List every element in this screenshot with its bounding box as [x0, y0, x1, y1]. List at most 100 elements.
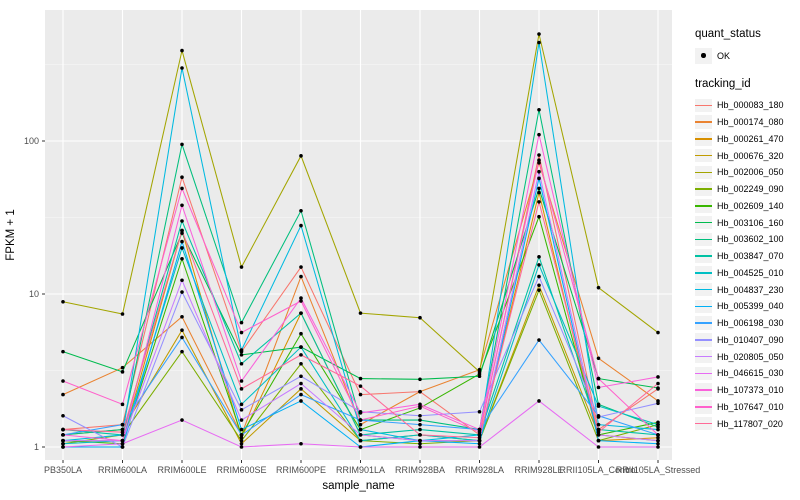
data-point: [180, 231, 184, 235]
line-swatch-icon: [695, 205, 712, 207]
data-point: [180, 335, 184, 340]
data-point: [239, 418, 244, 422]
legend-key-box: [695, 349, 712, 364]
legend-item-Hb_004525_010: Hb_004525_010: [695, 265, 799, 282]
data-point: [358, 433, 363, 437]
data-point: [358, 311, 363, 315]
line-swatch-icon: [695, 272, 712, 274]
legend-item-label: Hb_000083_180: [717, 100, 784, 111]
data-point: [656, 438, 660, 443]
legend-item-Hb_107373_010: Hb_107373_010: [695, 382, 799, 399]
legend-item-ok: OK: [695, 47, 799, 64]
data-point: [537, 176, 541, 181]
legend-title-tracking-id: tracking_id: [695, 78, 751, 90]
data-point: [299, 208, 303, 213]
legend-item-Hb_005399_040: Hb_005399_040: [695, 298, 799, 315]
data-point: [537, 132, 541, 137]
legend-key-box: [695, 282, 712, 297]
legend-item-label: Hb_002006_050: [717, 167, 784, 178]
data-point: [61, 433, 65, 437]
y-tick-label: 10: [29, 289, 39, 299]
data-point: [656, 386, 660, 390]
data-point: [596, 415, 601, 419]
line-swatch-icon: [695, 288, 712, 291]
x-tick-label: RRII105LA_Control: [559, 465, 637, 475]
data-point: [239, 427, 244, 432]
data-point: [239, 320, 244, 325]
legend-quant-status: quant_status OK: [695, 28, 799, 64]
legend-item-label: Hb_000676_320: [717, 150, 784, 161]
data-point: [180, 203, 184, 208]
legend-key-box: [695, 299, 712, 314]
legend-tracking-id: tracking_id Hb_000083_180 Hb_000174_080 Hb…: [695, 78, 799, 432]
legend-key-box: [695, 383, 712, 397]
legend-item-Hb_117807_020: Hb_117807_020: [695, 415, 799, 432]
data-point: [120, 445, 125, 449]
data-point: [61, 445, 65, 449]
x-tick-label: RRIM928LE: [514, 465, 563, 475]
data-point: [239, 441, 244, 446]
data-point: [358, 438, 363, 443]
legend-item-label: Hb_004837_230: [717, 284, 784, 295]
data-point: [477, 438, 482, 443]
data-point: [477, 433, 482, 437]
data-point: [418, 427, 422, 432]
legend-item-Hb_107647_010: Hb_107647_010: [695, 399, 799, 416]
line-swatch-icon: [695, 355, 712, 358]
data-point: [418, 413, 422, 418]
data-point: [418, 404, 422, 408]
data-point: [120, 430, 125, 434]
data-point: [537, 161, 541, 165]
x-tick-label: RRIM600SE: [216, 465, 266, 475]
data-point: [358, 427, 363, 432]
data-point: [418, 433, 422, 437]
legend-key-box: [695, 232, 712, 247]
data-point: [299, 387, 303, 391]
data-point: [537, 40, 541, 45]
legend-key-box: [695, 115, 712, 129]
data-point: [537, 214, 541, 219]
legend-item-Hb_020805_050: Hb_020805_050: [695, 348, 799, 365]
data-point: [537, 186, 541, 191]
data-point: [656, 427, 660, 432]
data-point: [656, 381, 660, 386]
x-tick-label: RRII105LA_Stressed: [616, 465, 701, 475]
legend-item-Hb_003602_100: Hb_003602_100: [695, 231, 799, 248]
data-point: [537, 338, 541, 342]
y-tick-label: 100: [24, 136, 39, 146]
legend-key-box: [695, 199, 712, 213]
data-point: [537, 107, 541, 112]
x-tick-label: RRIM600LA: [98, 465, 147, 475]
data-point: [596, 404, 601, 408]
legend-item-Hb_006198_030: Hb_006198_030: [695, 315, 799, 332]
data-point: [299, 296, 303, 300]
legend-item-label: Hb_107373_010: [717, 385, 784, 396]
data-point: [120, 370, 125, 374]
line-swatch-icon: [695, 154, 712, 157]
line-swatch-icon: [695, 238, 712, 241]
data-point: [120, 312, 125, 316]
data-point: [61, 441, 65, 446]
data-point: [596, 356, 601, 361]
legend-item-label: Hb_002609_140: [717, 200, 784, 211]
x-tick-label: RRIM928BA: [395, 465, 445, 475]
data-point: [477, 427, 482, 432]
line-swatch-icon: [695, 422, 712, 425]
data-point: [239, 353, 244, 357]
legend-key-box: [695, 165, 712, 180]
data-point: [239, 408, 244, 412]
legend-item-label: Hb_003847_070: [717, 251, 784, 262]
legend-item-Hb_000083_180: Hb_000083_180: [695, 97, 799, 114]
data-point: [120, 427, 125, 432]
line-swatch-icon: [695, 138, 712, 140]
data-point: [358, 376, 363, 381]
legend-key-box: [695, 47, 712, 64]
data-point: [299, 353, 303, 357]
data-point: [596, 285, 601, 290]
data-point: [120, 441, 125, 446]
data-point: [537, 32, 541, 36]
legend-key-box: [695, 132, 712, 146]
legend-item-Hb_000676_320: Hb_000676_320: [695, 147, 799, 164]
